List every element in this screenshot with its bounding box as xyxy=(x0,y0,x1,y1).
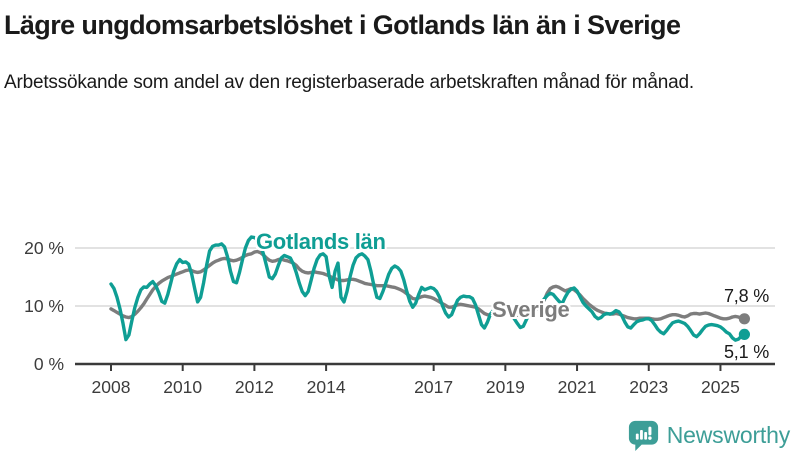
brand-wordmark: Newsworthy xyxy=(666,422,790,448)
y-axis-tick-label: 10 % xyxy=(24,296,64,316)
x-axis-tick-label: 2025 xyxy=(701,377,740,397)
x-axis-tick-label: 2017 xyxy=(414,377,453,397)
series-end-dot-sverige xyxy=(738,313,751,325)
unemployment-line-chart: 0 % 10 % 20 % 2008 2010 2012 2014 2017 2019 2021 2… xyxy=(0,211,800,411)
x-axis-tick-label: 2023 xyxy=(629,377,668,397)
newsworthy-chart-card: { "chart_data": { "type": "line", "title… xyxy=(0,6,800,456)
page-title: Lägre ungdomsarbetslöshet i Gotlands län… xyxy=(4,10,681,40)
y-axis-tick-label: 20 % xyxy=(24,238,64,258)
end-value-label-gotlands-lan: 5,1 % xyxy=(723,342,769,362)
x-axis-tick-label: 2019 xyxy=(486,377,525,397)
series-label-gotlands-lan: Gotlands län xyxy=(256,229,386,254)
bar-chart-speech-bubble-icon xyxy=(628,420,659,451)
page-subtitle: Arbetssökande som andel av den registerb… xyxy=(4,72,694,93)
x-axis-tick-label: 2008 xyxy=(92,377,131,397)
x-axis-tick-label: 2012 xyxy=(235,377,274,397)
newsworthy-logo: Newsworthy xyxy=(628,420,790,451)
x-axis-tick-label: 2010 xyxy=(163,377,202,397)
x-axis-tick-label: 2021 xyxy=(558,377,597,397)
series-end-dot-gotlands-l-n xyxy=(738,328,751,340)
x-axis-tick-label: 2014 xyxy=(307,377,346,397)
series-label-sverige: Sverige xyxy=(492,297,570,322)
series-line-sverige xyxy=(109,249,747,321)
chart-plot-area: 0 % 10 % 20 % 2008 2010 2012 2014 2017 2019 2021 2… xyxy=(24,235,775,397)
y-axis-tick-label: 0 % xyxy=(34,354,64,374)
series-line-gotlands-l-n xyxy=(109,235,747,342)
end-value-label-sverige: 7,8 % xyxy=(723,286,769,306)
